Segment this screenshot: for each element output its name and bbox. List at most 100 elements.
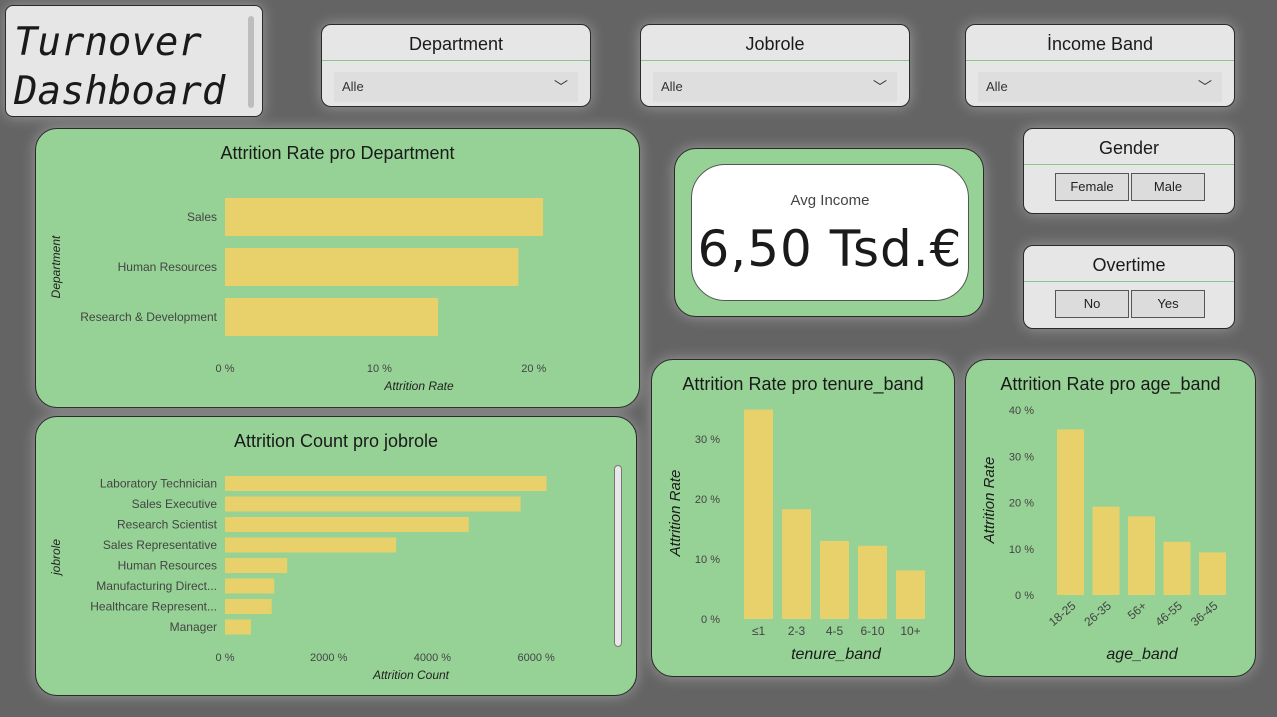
department-dropdown[interactable]: Alle ﹀	[334, 72, 578, 102]
category-label-2: Research Scientist	[117, 518, 218, 532]
y-tick-label-1: 10 %	[695, 554, 720, 566]
age-chart-title: Attrition Rate pro age_band	[1000, 374, 1221, 394]
dept-chart-title: Attrition Rate pro Department	[220, 143, 455, 163]
avg-income-card: Avg Income 6,50 Tsd.€	[674, 148, 984, 317]
department-slicer-label: Department	[322, 25, 590, 61]
bar-4	[896, 570, 925, 619]
bar-0	[744, 409, 773, 619]
overtime-slicer: Overtime No Yes	[1023, 245, 1235, 329]
age-chart-panel: Attrition Rate pro age_band 18-25 26-35 56…	[965, 359, 1256, 677]
tenure-chart: ≤1 2-3 4-5 6-10 10+ 0 % 10 % 20 % 30 % tenure_ban…	[667, 409, 925, 663]
bar-1	[782, 509, 811, 619]
gender-slicer: Gender Female Male	[1023, 128, 1235, 214]
bar-4	[1199, 552, 1226, 595]
income-band-dropdown[interactable]: Alle ﹀	[978, 72, 1222, 102]
bar-7	[225, 619, 251, 635]
overtime-slicer-label: Overtime	[1024, 246, 1234, 282]
category-label-0: Sales	[187, 210, 217, 224]
bar-3	[225, 537, 397, 553]
category-label-2: Research & Development	[80, 310, 217, 324]
y-tick-label-2: 20 %	[695, 494, 720, 506]
category-label-1: 2-3	[788, 624, 806, 638]
dept-chart-panel: Attrition Rate pro Department Sales Human…	[35, 128, 640, 408]
bar-0	[1057, 429, 1084, 595]
bar-0	[225, 476, 547, 491]
category-label-1: Human Resources	[118, 260, 217, 274]
bar-1	[225, 496, 521, 512]
category-label-1: Sales Executive	[132, 497, 218, 511]
dashboard-title-card: Turnover Dashboard	[5, 5, 263, 117]
bar-2	[1128, 516, 1155, 595]
category-label-0: ≤1	[752, 624, 766, 638]
income-band-dropdown-value: Alle	[986, 79, 1008, 94]
bar-1	[225, 248, 519, 286]
tenure-chart-title: Attrition Rate pro tenure_band	[682, 374, 924, 394]
bar-3	[858, 545, 887, 619]
bar-1	[1092, 506, 1120, 595]
jobrole-chart-title: Attrition Count pro jobrole	[233, 431, 439, 451]
y-tick-label-4: 40 %	[1009, 405, 1034, 417]
x-tick-label-1: 10 %	[367, 363, 392, 375]
chevron-down-icon: ﹀	[873, 79, 887, 95]
avg-income-inner: Avg Income 6,50 Tsd.€	[691, 164, 969, 301]
jobrole-chart: Laboratory Technician Sales Executive Rese…	[49, 476, 555, 682]
category-label-2: 4-5	[826, 624, 844, 638]
x-tick-label-1: 2000 %	[310, 652, 348, 664]
x-axis-title: Attrition Rate	[383, 379, 454, 393]
jobrole-chart-panel: Attrition Count pro jobrole Laboratory T…	[35, 416, 637, 696]
tenure-chart-panel: Attrition Rate pro tenure_band ≤1 2-3 4-5 6…	[651, 359, 955, 677]
jobrole-slicer: Jobrole Alle ﹀	[640, 24, 910, 107]
bar-3	[1163, 541, 1191, 595]
x-axis-title: tenure_band	[791, 646, 882, 663]
gender-male-button[interactable]: Male	[1131, 173, 1205, 201]
bar-0	[225, 198, 544, 236]
category-label-4: 36-45	[1188, 598, 1221, 629]
overtime-yes-button[interactable]: Yes	[1131, 290, 1205, 318]
gender-slicer-label: Gender	[1024, 129, 1234, 165]
y-tick-label-2: 20 %	[1009, 498, 1034, 510]
dashboard-title-line2: Dashboard	[14, 69, 226, 114]
age-chart: 18-25 26-35 56+ 46-55 36-45 0 % 10 % 20 % 30 % 40…	[981, 405, 1226, 663]
x-tick-label-2: 4000 %	[414, 652, 452, 664]
jobrole-slicer-label: Jobrole	[641, 25, 909, 61]
category-label-7: Manager	[170, 620, 217, 634]
y-tick-label-1: 10 %	[1009, 544, 1034, 556]
x-tick-label-3: 6000 %	[517, 652, 555, 664]
category-label-0: 18-25	[1046, 598, 1079, 629]
overtime-no-button[interactable]: No	[1055, 290, 1129, 318]
category-label-5: Manufacturing Direct...	[96, 579, 217, 593]
category-label-0: Laboratory Technician	[100, 477, 217, 491]
income-band-slicer: İncome Band Alle ﹀	[965, 24, 1235, 107]
y-axis-title: Attrition Rate	[667, 470, 684, 558]
y-tick-label-0: 0 %	[1015, 590, 1034, 602]
avg-income-label: Avg Income	[790, 192, 870, 209]
category-label-4: 10+	[900, 624, 920, 638]
department-slicer: Department Alle ﹀	[321, 24, 591, 107]
category-label-3: 46-55	[1152, 598, 1185, 629]
bar-2	[225, 517, 469, 532]
bar-2	[225, 298, 439, 336]
y-tick-label-0: 0 %	[701, 614, 720, 626]
x-axis-title: Attrition Count	[372, 668, 450, 682]
bar-6	[225, 599, 272, 614]
department-dropdown-value: Alle	[342, 79, 364, 94]
y-axis-title: jobrole	[49, 539, 63, 577]
bar-5	[225, 578, 275, 594]
y-axis-title: Attrition Rate	[981, 457, 998, 545]
x-tick-label-0: 0 %	[216, 363, 235, 375]
category-label-4: Human Resources	[118, 559, 217, 573]
title-scrollbar[interactable]	[248, 16, 254, 108]
jobrole-dropdown-value: Alle	[661, 79, 683, 94]
chevron-down-icon: ﹀	[1198, 79, 1212, 95]
y-tick-label-3: 30 %	[695, 434, 720, 446]
income-band-slicer-label: İncome Band	[966, 25, 1234, 61]
jobrole-dropdown[interactable]: Alle ﹀	[653, 72, 897, 102]
bar-2	[820, 541, 849, 619]
chevron-down-icon: ﹀	[554, 79, 568, 95]
x-tick-label-2: 20 %	[521, 363, 546, 375]
jobrole-scrollbar[interactable]	[614, 465, 622, 647]
dept-chart: Sales Human Resources Research & Developme…	[49, 198, 547, 393]
gender-female-button[interactable]: Female	[1055, 173, 1129, 201]
y-tick-label-3: 30 %	[1009, 451, 1034, 463]
y-axis-title: Department	[49, 235, 63, 298]
